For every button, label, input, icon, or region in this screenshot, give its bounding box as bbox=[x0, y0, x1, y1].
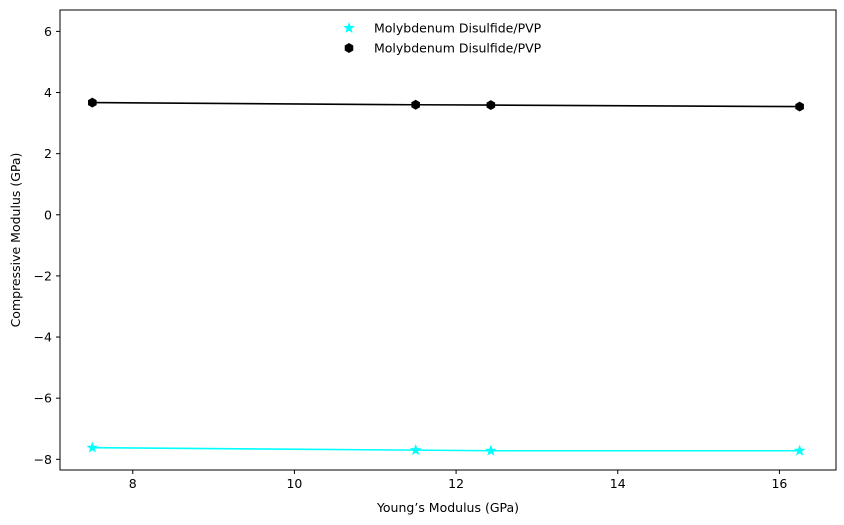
y-axis-title: Compressive Modulus (GPa) bbox=[8, 153, 23, 328]
data-point bbox=[486, 100, 496, 111]
data-point bbox=[411, 99, 420, 110]
y-tick-label: −6 bbox=[34, 391, 52, 406]
data-point bbox=[795, 101, 804, 112]
data-point bbox=[86, 441, 99, 453]
legend-label: Molybdenum Disulfide/PVP bbox=[374, 41, 542, 56]
y-tick-label: 4 bbox=[44, 85, 52, 100]
x-tick-label: 10 bbox=[286, 476, 302, 491]
plot-area bbox=[86, 97, 806, 456]
y-tick-label: 6 bbox=[44, 24, 52, 39]
axes-frame bbox=[59, 9, 837, 471]
series-2 bbox=[88, 97, 804, 112]
x-tick-label: 12 bbox=[448, 476, 464, 491]
y-tick-label: −4 bbox=[34, 330, 52, 345]
x-axis-title: Young’s Modulus (GPa) bbox=[376, 500, 519, 515]
legend-item: Molybdenum Disulfide/PVP bbox=[344, 41, 542, 56]
y-tick-label: −8 bbox=[34, 452, 52, 467]
y-tick-label: 2 bbox=[44, 146, 52, 161]
data-point bbox=[88, 97, 97, 108]
legend-label: Molybdenum Disulfide/PVP bbox=[374, 21, 542, 36]
x-tick-label: 14 bbox=[610, 476, 626, 491]
x-tick-label: 16 bbox=[771, 476, 787, 491]
series-1 bbox=[86, 441, 806, 456]
x-tick-label: 8 bbox=[129, 476, 137, 491]
legend-marker bbox=[344, 43, 354, 53]
legend-item: Molybdenum Disulfide/PVP bbox=[343, 21, 542, 36]
data-point bbox=[409, 444, 422, 456]
x-axis: 8 10 12 14 16 bbox=[129, 470, 787, 491]
y-tick-label: 0 bbox=[44, 207, 52, 222]
series-line bbox=[92, 101, 800, 108]
legend: Molybdenum Disulfide/PVP Molybdenum Disul… bbox=[343, 21, 542, 56]
y-tick-label: −2 bbox=[34, 268, 52, 283]
data-point bbox=[793, 444, 806, 456]
legend-marker bbox=[343, 21, 355, 33]
series-line bbox=[92, 446, 800, 452]
y-axis: 6 4 2 0 −2 −4 −6 −8 bbox=[34, 24, 60, 467]
data-point bbox=[485, 444, 497, 456]
